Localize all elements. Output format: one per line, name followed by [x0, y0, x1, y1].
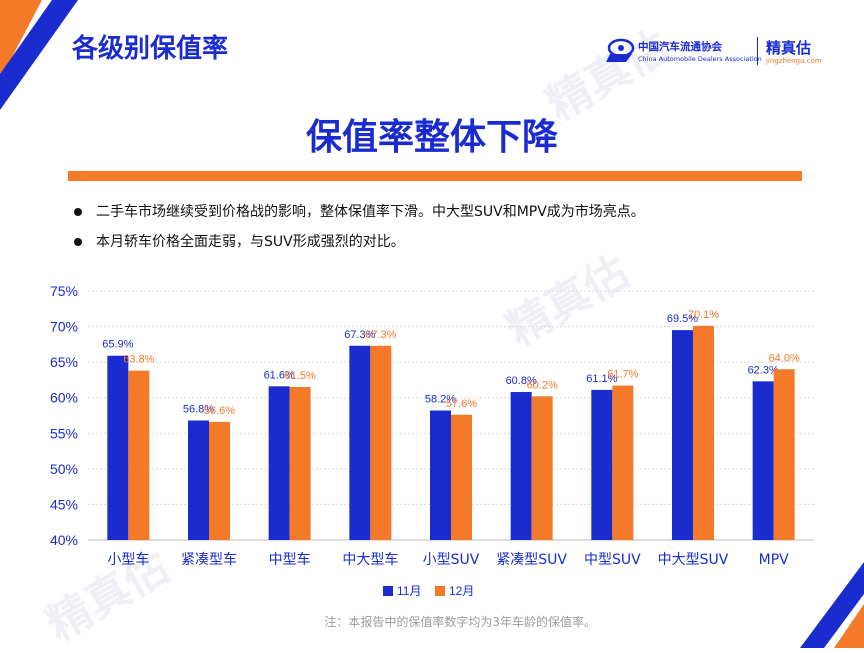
- data-label: 65.9%: [102, 339, 133, 351]
- x-tick-label: 紧凑型车: [181, 551, 237, 568]
- y-tick-label: 55%: [50, 425, 78, 441]
- data-label: 61.7%: [607, 369, 638, 381]
- x-tick-label: 中大型车: [342, 551, 398, 568]
- bar-chart: 40% 45% 50% 55% 60% 65% 70% 75% 65.9% 63.8% 小型车 56.…: [50, 283, 814, 598]
- bar: [349, 345, 371, 540]
- legend-label: 12月: [449, 584, 474, 598]
- slide-title: 保值率整体下降: [305, 117, 558, 158]
- header-title: 各级别保值率: [72, 34, 229, 64]
- bar: [672, 330, 693, 540]
- x-tick-label: 紧凑型SUV: [496, 551, 567, 568]
- data-label: 70.1%: [688, 309, 719, 321]
- x-tick-label: 中大型SUV: [658, 552, 729, 568]
- logo-area: 中国汽车流通协会 China Automobile Dealers Associ…: [604, 34, 840, 70]
- x-tick-label: 小型车: [107, 551, 149, 568]
- data-label: 69.5%: [667, 313, 698, 325]
- bullet-dot-icon: [74, 208, 82, 216]
- bullet-item: 本月轿车价格全面走弱，与SUV形成强烈的对比。: [72, 233, 832, 251]
- data-label: 58.2%: [425, 394, 456, 406]
- y-tick-label: 40%: [50, 532, 78, 548]
- footnote: 注：本报告中的保值率数字均为3年车龄的保值率。: [0, 613, 864, 630]
- bar: [510, 392, 532, 540]
- bullet-dot-icon: [74, 238, 82, 246]
- bar: [107, 355, 129, 540]
- y-tick-label: 60%: [50, 390, 78, 406]
- y-tick-label: 45%: [50, 496, 78, 512]
- y-tick-label: 75%: [50, 283, 78, 299]
- data-label: 60.8%: [506, 375, 537, 387]
- y-tick-label: 50%: [50, 461, 78, 477]
- x-tick-label: MPV: [759, 552, 790, 568]
- bar: [289, 387, 311, 540]
- data-label: 63.8%: [123, 354, 154, 366]
- data-label: 56.8%: [183, 403, 214, 415]
- data-label: 61.6%: [264, 369, 295, 381]
- brand-url: jingzhengu.com: [766, 57, 822, 65]
- bullet-text: 二手车市场继续受到价格战的影响，整体保值率下滑。中大型SUV和MPV成为市场亮点…: [96, 204, 645, 220]
- bullet-text: 本月轿车价格全面走弱，与SUV形成强烈的对比。: [96, 234, 405, 250]
- footnote-text: 注：本报告中的保值率数字均为3年车龄的保值率。: [324, 615, 596, 629]
- bar: [370, 345, 392, 540]
- legend-swatch: [383, 586, 393, 596]
- bar: [268, 386, 290, 540]
- bar: [612, 385, 634, 540]
- bar: [209, 421, 230, 540]
- x-tick-label: 中型车: [269, 551, 311, 568]
- legend-swatch: [435, 586, 445, 596]
- data-label: 64.0%: [769, 352, 800, 364]
- data-label: 61.5%: [285, 370, 316, 382]
- bar: [128, 370, 150, 540]
- bullet-list: 二手车市场继续受到价格战的影响，整体保值率下滑。中大型SUV和MPV成为市场亮点…: [72, 203, 832, 263]
- bar: [591, 389, 613, 540]
- y-tick-label: 65%: [50, 354, 78, 370]
- bar: [773, 369, 795, 540]
- data-label: 56.6%: [204, 405, 235, 417]
- data-label: 67.3%: [344, 329, 375, 341]
- bar: [693, 325, 714, 540]
- x-tick-label: 小型SUV: [423, 552, 480, 568]
- bullet-item: 二手车市场继续受到价格战的影响，整体保值率下滑。中大型SUV和MPV成为市场亮点…: [72, 203, 832, 221]
- y-tick-label: 70%: [50, 319, 78, 335]
- bar: [430, 410, 451, 540]
- data-label: 57.6%: [446, 398, 477, 410]
- brand-name: 精真估: [766, 39, 812, 57]
- title-underline: [68, 171, 802, 181]
- logo-cn-text: 中国汽车流通协会: [638, 41, 722, 53]
- cada-logo-icon: [606, 38, 635, 62]
- corner-stripes-bottom-right: [800, 562, 864, 648]
- data-label: 60.2%: [527, 379, 558, 391]
- data-label: 61.1%: [586, 373, 617, 385]
- x-tick-label: 中型SUV: [584, 552, 641, 568]
- legend-label: 11月: [397, 584, 421, 598]
- logo-en-text: China Automobile Dealers Association: [638, 55, 762, 63]
- corner-stripes-top-left: [0, 0, 78, 110]
- bar: [188, 420, 209, 540]
- data-label: 62.3%: [748, 364, 779, 376]
- bar: [752, 381, 774, 540]
- bar: [531, 396, 553, 540]
- logo-divider: [757, 37, 758, 65]
- data-label: 67.3%: [365, 329, 396, 341]
- bar: [451, 414, 472, 540]
